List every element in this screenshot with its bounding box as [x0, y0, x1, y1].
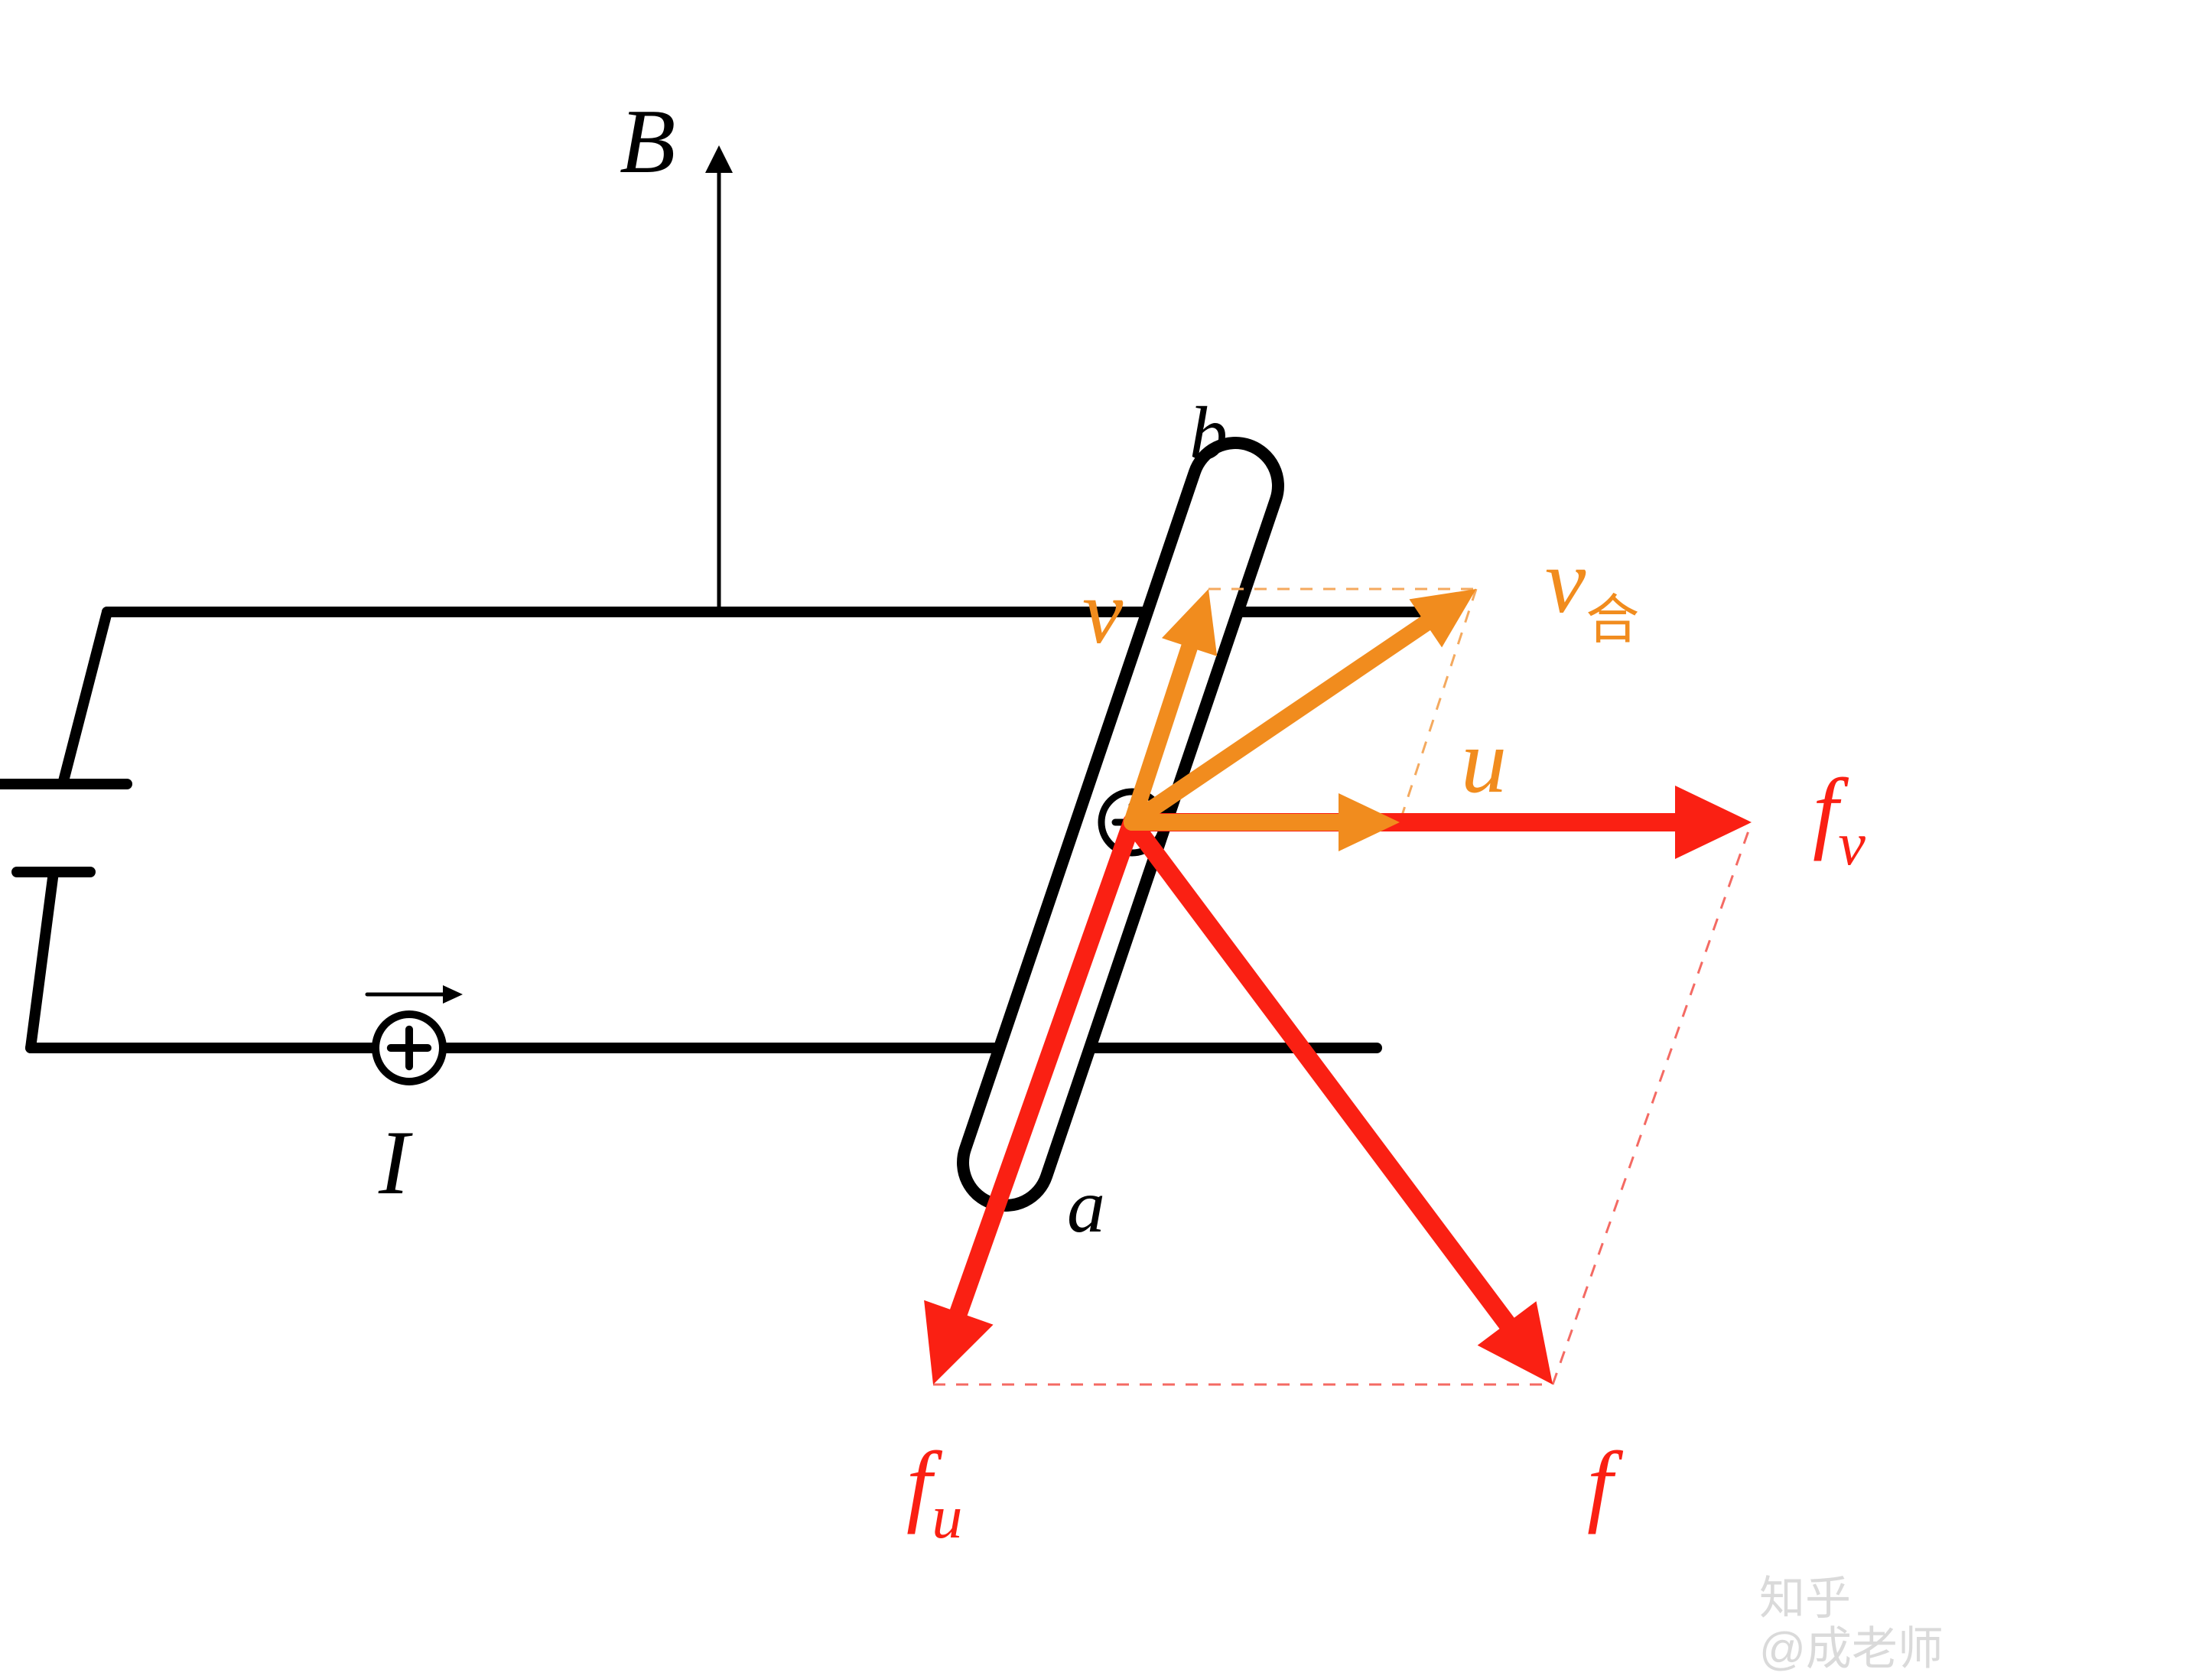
- label-b: b: [1189, 391, 1228, 476]
- label-a: a: [1067, 1163, 1105, 1248]
- label-B: B: [620, 90, 675, 192]
- label-u: u: [1461, 710, 1507, 812]
- label-I: I: [378, 1111, 413, 1213]
- label-v-sum: v合: [1545, 530, 1639, 650]
- watermark: 知乎@成老师: [1759, 1573, 1944, 1674]
- label-fu: fu: [906, 1433, 962, 1551]
- label-f: f: [1587, 1433, 1624, 1534]
- label-fv: fv: [1813, 760, 1866, 878]
- label-v: v: [1082, 561, 1124, 662]
